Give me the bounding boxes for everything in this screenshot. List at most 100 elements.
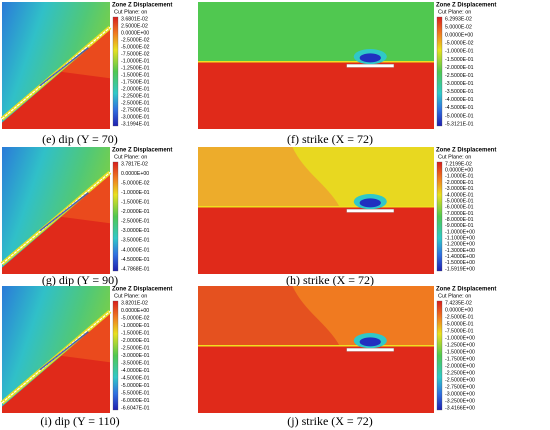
legend-label: 6.2993E-02 [445, 16, 472, 22]
legend-label: -2.5000E-01 [445, 314, 474, 320]
legend-label: -3.0000E-01 [445, 81, 474, 87]
legend-label: -1.0000E-01 [445, 49, 474, 55]
legend-label: -5.0000E-02 [121, 180, 150, 186]
legend-title: Zone Z Displacement [112, 148, 172, 154]
legend-label: 7.2199E-02 [445, 161, 472, 167]
legend-label: -1.1000E+00 [445, 235, 475, 241]
legend-label: -2.0000E-01 [121, 86, 150, 92]
legend-title: Zone Z Displacement [436, 3, 496, 9]
legend-label: -1.7500E-01 [121, 79, 150, 85]
legend-label: 0.0000E+00 [121, 308, 149, 314]
legend-title: Zone Z Displacement [112, 287, 172, 293]
legend-label: -3.5000E-01 [121, 238, 150, 244]
legend-label: -3.1994E-01 [121, 121, 150, 127]
legend-subtitle: Cut Plane: on [114, 9, 147, 15]
legend-label: -5.0000E-01 [445, 113, 474, 119]
contour-plot [198, 2, 434, 129]
legend-label: -7.5000E-01 [445, 328, 474, 334]
legend-label: -1.2500E+00 [445, 342, 475, 348]
legend-label: -2.7500E+00 [445, 384, 475, 390]
displacement-core [359, 337, 381, 347]
legend-label: -1.4000E+00 [445, 254, 475, 260]
legend-label: -8.0000E-01 [445, 217, 474, 223]
legend-label: -2.0000E-01 [445, 65, 474, 71]
lower-region [198, 345, 434, 413]
transition-region [198, 286, 340, 346]
legend-label: -4.5000E-01 [121, 375, 150, 381]
legend-label: -2.5000E-01 [121, 100, 150, 106]
excavation [346, 209, 395, 213]
legend-label: -1.0000E-01 [121, 58, 150, 64]
panel-caption: (g) dip (Y = 90) [42, 273, 118, 287]
legend-label: -2.5000E+00 [445, 377, 475, 383]
panel-caption: (f) strike (X = 72) [287, 132, 373, 146]
legend-label: -1.5000E+00 [445, 349, 475, 355]
legend-label: -3.0000E-01 [121, 228, 150, 234]
legend-label: -3.5000E-01 [445, 89, 474, 95]
legend-label: 0.0000E+00 [445, 307, 473, 313]
legend-label: -2.2500E-01 [121, 93, 150, 99]
legend-label: -4.5000E-01 [121, 257, 150, 263]
legend-label: -5.0000E-01 [445, 198, 474, 204]
legend-label: -5.3121E-01 [445, 121, 474, 127]
legend-label: -1.5919E+00 [445, 266, 475, 272]
legend-label: -2.5000E-02 [121, 37, 150, 43]
panel-caption: (e) dip (Y = 70) [42, 132, 118, 146]
legend-label: -3.0000E-01 [445, 186, 474, 192]
legend-label: -7.0000E-01 [445, 211, 474, 217]
legend-label: -5.0000E-01 [445, 321, 474, 327]
legend-label: -1.7500E+00 [445, 356, 475, 362]
legend-label: -1.5000E-01 [445, 57, 474, 63]
legend-subtitle: Cut Plane: on [114, 293, 147, 299]
legend-label: -1.3000E+00 [445, 248, 475, 254]
legend-label: -9.0000E-01 [445, 223, 474, 229]
legend-subtitle: Cut Plane: on [438, 154, 471, 160]
colorbar [436, 300, 443, 411]
legend-label: -3.0000E+00 [445, 391, 475, 397]
panel-caption: (j) strike (X = 72) [287, 414, 372, 428]
legend-label: -1.0000E-01 [121, 323, 150, 329]
legend-label: -5.0000E-02 [121, 44, 150, 50]
legend-label: -5.0000E-02 [445, 41, 474, 47]
legend-label: -3.4166E+00 [445, 405, 475, 411]
excavation [346, 348, 395, 352]
legend-title: Zone Z Displacement [112, 3, 172, 9]
panel-caption: (i) dip (Y = 110) [40, 414, 119, 428]
legend-label: -2.0000E-01 [121, 338, 150, 344]
slip-zone [39, 331, 89, 371]
legend-subtitle: Cut Plane: on [114, 154, 147, 160]
contour-plot [0, 147, 112, 274]
legend-label: -3.0000E-01 [121, 353, 150, 359]
contour-plot [198, 286, 434, 413]
colorbar [112, 161, 119, 272]
legend-label: -4.7868E-01 [121, 266, 150, 272]
legend-label: 0.0000E+00 [445, 33, 473, 39]
legend-label: -2.5000E-01 [121, 219, 150, 225]
legend-label: 3.7817E-02 [121, 161, 148, 167]
legend-label: -2.0000E-01 [121, 209, 150, 215]
transition-region [198, 147, 340, 207]
legend-subtitle: Cut Plane: on [438, 9, 471, 15]
legend-label: -1.5000E-01 [121, 330, 150, 336]
legend-label: -6.0000E-01 [445, 205, 474, 211]
upper-region [198, 2, 434, 62]
legend-label: -3.0000E-01 [121, 114, 150, 120]
legend-label: -2.0000E-01 [445, 180, 474, 186]
legend-label: -4.5000E-01 [445, 105, 474, 111]
legend-label: 0.0000E+00 [121, 171, 149, 177]
slip-zone [39, 47, 89, 87]
legend-label: -3.2500E+00 [445, 398, 475, 404]
legend-label: 3.8201E-02 [121, 300, 148, 306]
excavation [346, 64, 395, 68]
legend-label: 2.5000E-02 [121, 23, 148, 29]
colorbar [112, 300, 119, 411]
legend-label: -1.2500E-01 [121, 65, 150, 71]
legend-label: -1.5000E+00 [445, 260, 475, 266]
